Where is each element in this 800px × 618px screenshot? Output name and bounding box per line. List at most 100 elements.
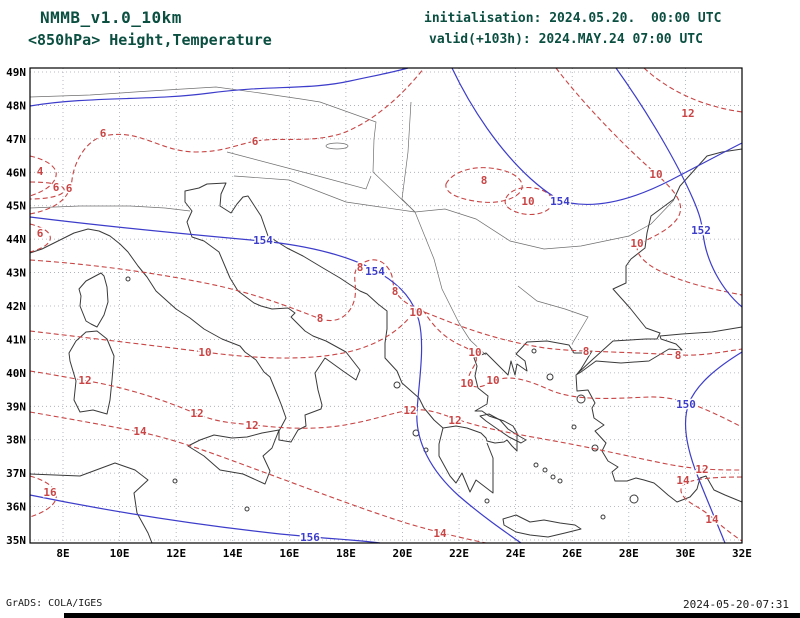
height-contour-label: 154: [253, 234, 273, 247]
temp-contour-14: [29, 411, 487, 544]
height-contour-156: [29, 494, 381, 544]
lat-tick-label: 44N: [6, 233, 26, 246]
island-karpathos: [600, 514, 606, 520]
island-limnos: [546, 373, 554, 381]
lon-tick-label: 12E: [166, 547, 186, 560]
lat-tick-label: 43N: [6, 267, 26, 280]
island-rhodes: [629, 494, 639, 504]
temp-contour-label: 8: [392, 285, 399, 298]
height-contour-154: [29, 67, 409, 107]
river-danube: [29, 86, 675, 250]
temp-contour-label: 10: [409, 306, 422, 319]
island-cyclades-dot: [533, 462, 539, 468]
temp-contour-label: 10: [521, 195, 534, 208]
island-corfu: [393, 381, 401, 389]
temp-contour-16: [29, 475, 57, 518]
temp-contour-label: 6: [252, 135, 259, 148]
temp-contour-label: 6: [37, 227, 44, 240]
height-contour-154: [29, 216, 522, 544]
init-time-label: initialisation: 2024.05.20. 00:00 UTC: [424, 11, 722, 26]
island-kythira: [484, 498, 490, 504]
coastline-north-africa: [29, 462, 153, 544]
temp-contour-label: 6: [53, 181, 60, 194]
lat-tick-label: 41N: [6, 333, 26, 346]
temp-contour-label: 10: [460, 377, 473, 390]
temp-contour-label: 8: [357, 261, 364, 274]
lat-tick-label: 45N: [6, 200, 26, 213]
island-malta: [244, 506, 250, 512]
island-cyclades-dot: [550, 474, 556, 480]
temp-contour-label: 12: [695, 463, 708, 476]
island-corsica: [78, 272, 109, 328]
temp-contour-label: 12: [78, 374, 91, 387]
bottom-edge-bar: [64, 613, 800, 618]
lon-tick-label: 8E: [56, 547, 69, 560]
temp-contour-10: [504, 186, 553, 216]
lon-tick-label: 22E: [449, 547, 469, 560]
height-contour-150: [684, 351, 743, 544]
temp-contour-label: 10: [468, 346, 481, 359]
temp-contour-8: [29, 259, 743, 356]
lon-tick-label: 26E: [562, 547, 582, 560]
lat-tick-label: 48N: [6, 99, 26, 112]
island-samos: [591, 444, 599, 452]
map-frame: [29, 67, 743, 544]
temp-contour-10: [555, 67, 743, 296]
river-vardar: [414, 211, 487, 356]
lon-tick-label: 16E: [279, 547, 299, 560]
temp-contour-label: 14: [676, 474, 690, 487]
temp-contour-label: 16: [43, 486, 57, 499]
lat-tick-label: 46N: [6, 166, 26, 179]
island-lesbos: [576, 394, 586, 404]
island-sardinia: [68, 330, 115, 415]
height-contour-label: 156: [300, 531, 320, 544]
temp-contour-label: 8: [481, 174, 488, 187]
grads-stamp: GrADS: COLA/IGES: [6, 598, 103, 609]
lon-tick-label: 14E: [223, 547, 243, 560]
temp-contour-label: 10: [198, 346, 211, 359]
temp-contour-label: 8: [675, 349, 682, 362]
island-euboea: [479, 413, 527, 444]
height-contours-layer: [29, 67, 743, 544]
island-pantelleria: [172, 478, 178, 484]
lat-tick-label: 36N: [6, 501, 26, 514]
creation-timestamp: 2024-05-20-07:31: [683, 598, 789, 611]
temp-contour-label: 12: [681, 107, 694, 120]
temp-contour-label: 10: [486, 374, 499, 387]
lon-tick-label: 20E: [393, 547, 413, 560]
river-drava: [226, 151, 372, 190]
lon-tick-label: 28E: [619, 547, 639, 560]
height-contour-label: 154: [365, 265, 385, 278]
temp-contour-label: 8: [583, 345, 590, 358]
temp-contour-label: 8: [317, 312, 324, 325]
axis-labels-layer: 49N 48N 47N 46N 45N 44N 43N 42N 41N 40N 39N 38N 37N 3…: [6, 66, 752, 560]
coastline-anatolia: [575, 326, 743, 503]
lake-balaton: [325, 142, 349, 150]
temp-contour-12: [643, 67, 743, 113]
temp-contour-label: 12: [245, 419, 258, 432]
valid-time-label: valid(+103h): 2024.MAY.24 07:00 UTC: [429, 32, 703, 47]
island-elba: [125, 276, 131, 282]
lon-tick-label: 30E: [675, 547, 695, 560]
temp-contour-label: 12: [403, 404, 416, 417]
temp-contour-6: [29, 181, 65, 200]
temp-contour-label: 14: [433, 527, 447, 540]
temp-contour-10: [29, 308, 743, 428]
river-tisza: [401, 101, 416, 213]
temp-contour-label: 6: [100, 127, 107, 140]
temp-contour-label: 14: [705, 513, 719, 526]
island-thasos: [531, 348, 537, 354]
lat-tick-label: 39N: [6, 400, 26, 413]
temp-contour-6: [29, 67, 425, 215]
temp-contour-label: 4: [37, 165, 44, 178]
river-sava: [233, 175, 416, 213]
height-contour-154: [451, 67, 743, 206]
island-cyclades-dot: [542, 467, 548, 473]
temp-contour-4: [29, 155, 57, 197]
island-chios: [571, 424, 577, 430]
lon-tick-label: 32E: [732, 547, 752, 560]
height-contour-label: 150: [676, 398, 696, 411]
temp-contour-label: 10: [649, 168, 662, 181]
lon-tick-label: 18E: [336, 547, 356, 560]
